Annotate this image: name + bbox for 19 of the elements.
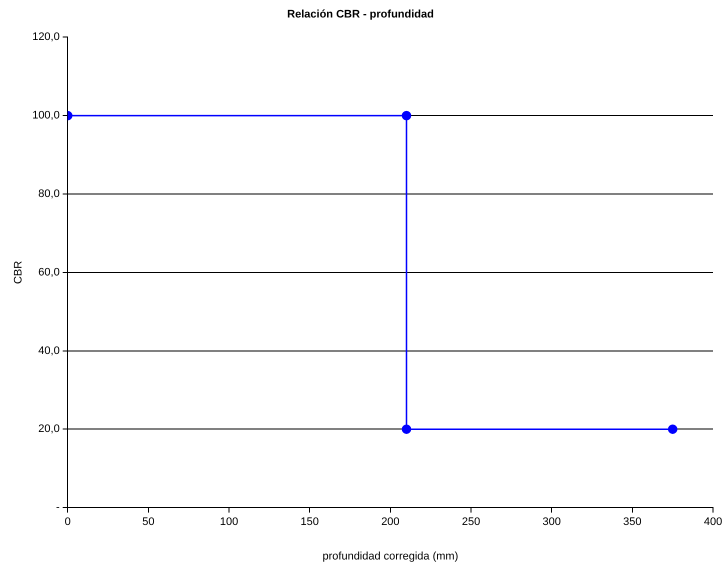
x-axis-title: profundidad corregida (mm) — [322, 550, 458, 562]
x-tick-label: 250 — [462, 516, 480, 528]
x-tick-label: 300 — [542, 516, 561, 528]
y-tick-label: 40,0 — [38, 344, 60, 357]
x-tick-label: 150 — [300, 516, 319, 528]
x-tick-label: 200 — [381, 516, 400, 528]
x-tick-label: 350 — [623, 516, 642, 528]
x-tick-label: 100 — [220, 516, 238, 528]
chart-title: Relación CBR - profundidad — [287, 8, 434, 21]
x-tick-label: 0 — [64, 516, 71, 528]
y-tick-label: 100,0 — [32, 110, 60, 122]
y-axis-title: CBR — [12, 260, 25, 284]
y-tick-label: 80,0 — [38, 188, 60, 200]
y-tick-label: 60,0 — [38, 266, 60, 278]
x-tick-label: 400 — [704, 516, 722, 528]
y-tick-label: 120,0 — [32, 31, 60, 44]
x-tick-label: 50 — [142, 516, 155, 528]
y-tick-label: - — [56, 502, 60, 514]
y-tick-label: 20,0 — [38, 423, 60, 436]
